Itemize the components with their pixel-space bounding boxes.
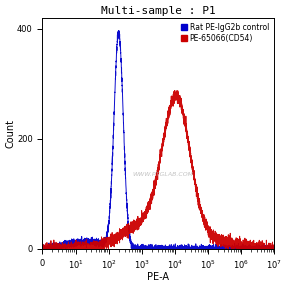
X-axis label: PE-A: PE-A (147, 272, 169, 283)
Y-axis label: Count: Count (5, 119, 16, 148)
Text: WWW.PTGLAB.COM: WWW.PTGLAB.COM (132, 173, 194, 177)
Title: Multi-sample : P1: Multi-sample : P1 (101, 5, 216, 16)
Legend: Rat PE-IgG2b control, PE-65066(CD54): Rat PE-IgG2b control, PE-65066(CD54) (179, 22, 271, 44)
